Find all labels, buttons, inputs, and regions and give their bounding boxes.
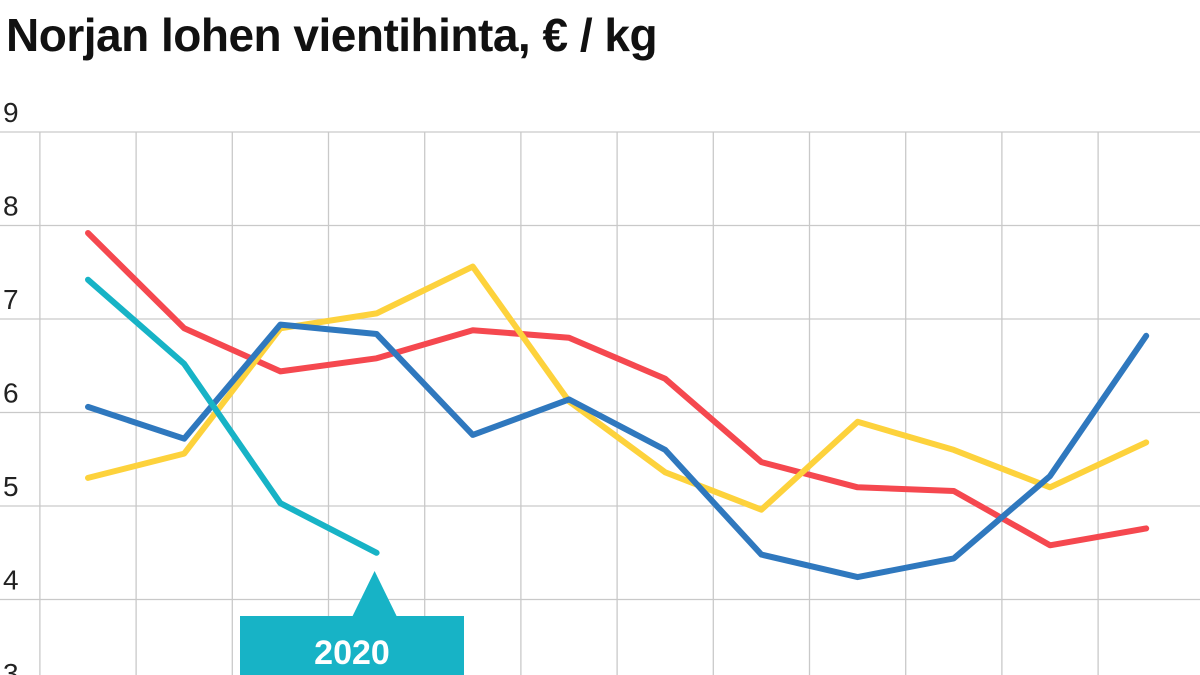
- series-annotation: 2020: [240, 571, 464, 675]
- y-tick-label: 9: [3, 97, 19, 128]
- series-line-4: [85, 276, 380, 556]
- annotation-pointer: [352, 571, 397, 616]
- y-tick-label: 8: [3, 191, 19, 222]
- y-tick-label: 5: [3, 471, 19, 502]
- y-tick-label: 4: [3, 565, 19, 596]
- series-line-3: [85, 321, 1150, 581]
- y-tick-label: 3: [3, 658, 19, 675]
- horizontal-gridlines: [0, 131, 1200, 601]
- y-axis-tick-labels: 9 8 7 6 5 4 3: [3, 97, 19, 675]
- series-lines: [85, 230, 1150, 581]
- chart-title: Norjan lohen vientihinta, € / kg: [6, 9, 658, 61]
- annotation-label: 2020: [314, 634, 390, 672]
- annotation-box: [240, 616, 464, 675]
- series-line-2: [85, 263, 1150, 513]
- vertical-gridlines: [39, 132, 1099, 675]
- series-line-1: [85, 230, 1150, 549]
- y-tick-label: 7: [3, 284, 19, 315]
- y-tick-label: 6: [3, 378, 19, 409]
